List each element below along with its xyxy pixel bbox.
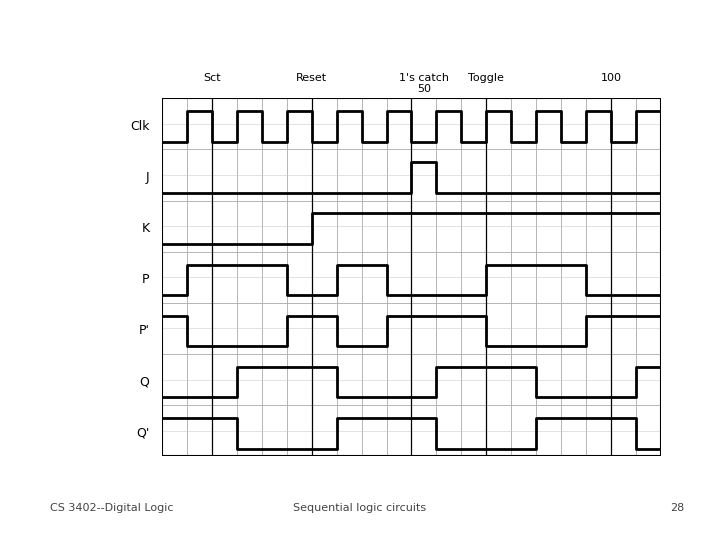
Text: 28: 28 xyxy=(670,503,684,513)
Text: J: J xyxy=(146,171,150,184)
Text: P': P' xyxy=(138,325,150,338)
Text: 100: 100 xyxy=(600,73,621,83)
Text: K: K xyxy=(141,222,150,235)
Text: CS 3402--Digital Logic: CS 3402--Digital Logic xyxy=(50,503,174,513)
Text: P: P xyxy=(142,273,150,286)
Text: 1's catch: 1's catch xyxy=(399,73,449,83)
Text: Sct: Sct xyxy=(203,73,221,83)
Text: Toggle: Toggle xyxy=(469,73,504,83)
Text: Sequential logic circuits: Sequential logic circuits xyxy=(294,503,426,513)
Text: Q: Q xyxy=(140,376,150,389)
Text: Reset: Reset xyxy=(296,73,328,83)
Text: 50: 50 xyxy=(417,84,431,94)
Text: Q': Q' xyxy=(136,427,150,440)
Text: Clk: Clk xyxy=(130,120,150,133)
